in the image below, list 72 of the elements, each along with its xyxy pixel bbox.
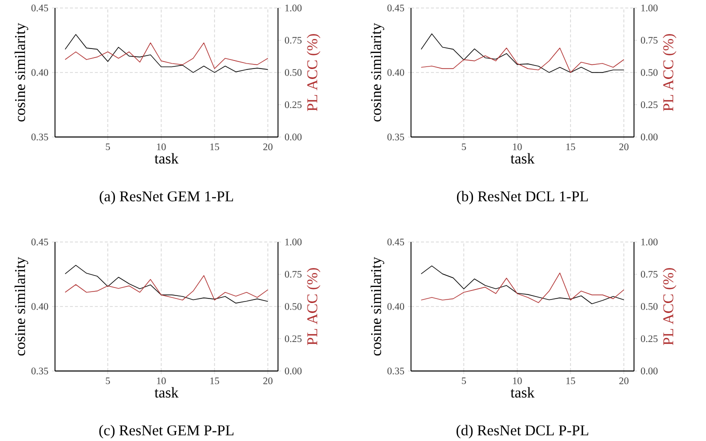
y-axis-title: cosine similarity — [370, 22, 384, 122]
x-tick-label: 5 — [462, 378, 466, 384]
y2-tick-label: 1.00 — [641, 4, 658, 12]
text: (d) ResNet DCL P-PL — [456, 424, 588, 438]
y2-axis-title: PL ACC (%) — [306, 34, 320, 112]
y2-tick-label: 0.00 — [640, 368, 658, 374]
line-series — [420, 33, 624, 73]
x-tick-label: 10 — [513, 378, 522, 384]
line-series — [64, 42, 268, 69]
y2-tick-label: 0.50 — [284, 303, 302, 310]
x-tick-label: 5 — [106, 144, 110, 150]
y-tick-label: 0.40 — [387, 69, 404, 76]
x-tick-label: 10 — [157, 144, 166, 150]
y-axis-title: cosine similarity — [14, 256, 28, 356]
text: (a) ResNet GEM 1-PL — [100, 190, 234, 204]
x-tick-label: 15 — [210, 378, 220, 384]
y2-tick-label: 0.50 — [640, 69, 658, 76]
line-series — [420, 266, 624, 304]
line-series — [420, 272, 624, 303]
y-tick-label: 0.45 — [387, 238, 404, 246]
y-axis-title: cosine similarity — [370, 256, 384, 356]
y2-tick-label: 0.00 — [284, 368, 302, 374]
y2-tick-label: 0.25 — [284, 335, 302, 342]
y2-tick-label: 0.75 — [284, 270, 302, 278]
x-axis-title: task — [154, 153, 179, 164]
y2-axis-title: PL ACC (%) — [662, 268, 676, 346]
x-tick-label: 20 — [263, 144, 272, 150]
y2-axis-title: PL ACC (%) — [662, 34, 676, 112]
x-tick-label: 10 — [513, 144, 522, 150]
x-tick-label: 15 — [210, 144, 220, 150]
x-tick-label: 20 — [619, 144, 628, 150]
text: (c) ResNet GEM P-PL — [99, 424, 234, 438]
y2-tick-label: 0.25 — [284, 101, 302, 108]
y2-tick-label: 1.00 — [641, 238, 658, 246]
y-tick-label: 0.35 — [387, 368, 404, 374]
y-axis-title: cosine similarity — [14, 22, 28, 122]
y2-axis-title: PL ACC (%) — [306, 268, 320, 346]
y2-tick-label: 1.00 — [285, 238, 302, 246]
y2-tick-label: 0.75 — [640, 36, 658, 44]
y2-tick-label: 0.50 — [640, 303, 658, 310]
x-tick-label: 10 — [157, 378, 166, 384]
y2-tick-label: 0.75 — [284, 36, 302, 44]
line-series — [64, 275, 268, 300]
y-tick-label: 0.45 — [387, 4, 404, 12]
y-tick-label: 0.40 — [31, 303, 48, 310]
y2-tick-label: 0.75 — [640, 270, 658, 278]
x-tick-label: 20 — [263, 378, 272, 384]
y2-tick-label: 0.50 — [284, 69, 302, 76]
x-tick-label: 15 — [566, 144, 576, 150]
y-tick-label: 0.40 — [31, 69, 48, 76]
y-tick-label: 0.35 — [387, 134, 404, 140]
y-tick-label: 0.35 — [31, 134, 48, 140]
y2-tick-label: 0.25 — [640, 101, 658, 108]
y2-tick-label: 0.00 — [640, 134, 658, 140]
x-axis-title: task — [510, 153, 535, 164]
line-series — [64, 34, 268, 73]
line-series — [420, 48, 624, 73]
y-tick-label: 0.45 — [31, 4, 48, 12]
x-tick-label: 15 — [566, 378, 576, 384]
x-axis-title: task — [510, 387, 535, 398]
line-series — [64, 264, 268, 304]
y2-tick-label: 0.00 — [284, 134, 302, 140]
x-tick-label: 20 — [619, 378, 628, 384]
x-axis-title: task — [154, 387, 179, 398]
y-tick-label: 0.40 — [387, 303, 404, 310]
x-tick-label: 5 — [106, 378, 110, 384]
y2-tick-label: 0.25 — [640, 335, 658, 342]
text: (b) ResNet DCL 1-PL — [456, 190, 588, 204]
y-tick-label: 0.35 — [31, 368, 48, 374]
y2-tick-label: 1.00 — [285, 4, 302, 12]
x-tick-label: 5 — [462, 144, 466, 150]
y-tick-label: 0.45 — [31, 238, 48, 246]
